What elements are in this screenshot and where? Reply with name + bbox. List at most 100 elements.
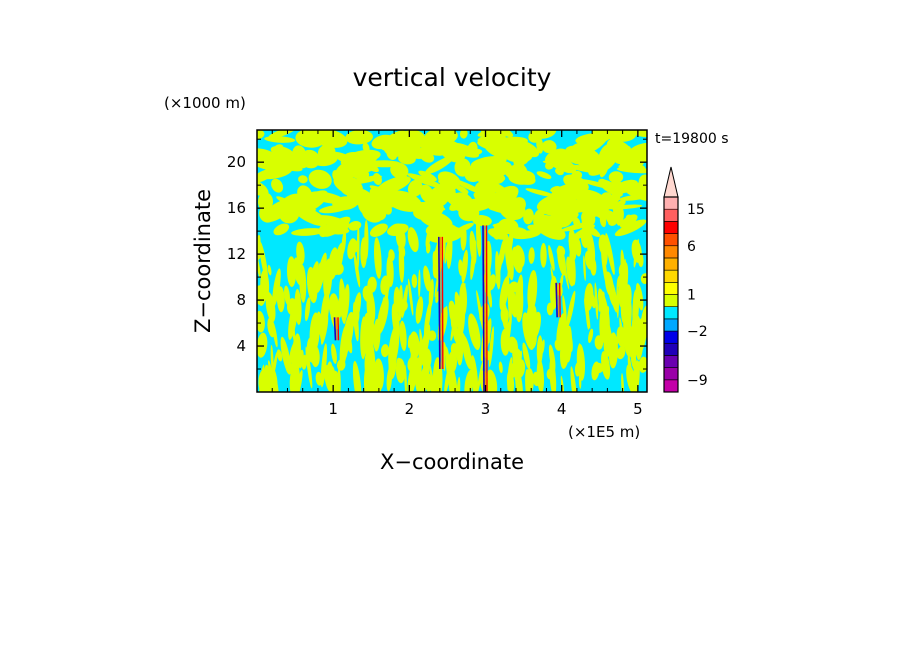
positive-patch	[329, 296, 340, 330]
colorbar-segment	[663, 282, 679, 295]
colorbar-segment	[663, 342, 679, 356]
positive-patch	[305, 346, 313, 389]
positive-patch	[316, 252, 327, 293]
positive-patch	[294, 288, 302, 325]
positive-patch	[562, 295, 567, 323]
positive-patch	[423, 265, 431, 292]
y-axis: 4 8 12 16 20	[227, 138, 647, 370]
positive-patch	[601, 351, 611, 380]
positive-patch	[619, 194, 647, 201]
positive-patch	[540, 242, 547, 268]
positive-patch	[606, 204, 643, 210]
positive-patch	[447, 365, 455, 392]
positive-patch	[536, 358, 545, 392]
updraft-peak	[485, 225, 488, 392]
positive-patch	[378, 296, 385, 326]
positive-patch	[500, 144, 533, 163]
positive-patch	[556, 245, 566, 258]
positive-patch	[541, 339, 545, 354]
positive-patch	[584, 290, 592, 310]
positive-patch	[461, 334, 472, 370]
positive-patch	[348, 175, 382, 185]
positive-patch	[635, 283, 644, 311]
positive-patch	[566, 290, 576, 329]
positive-patch	[589, 256, 597, 276]
updraft-peak	[558, 282, 561, 318]
positive-patch	[337, 222, 349, 233]
velocity-field	[257, 130, 647, 392]
positive-patch	[350, 166, 370, 180]
positive-patch	[541, 140, 557, 154]
positive-patch	[410, 340, 415, 370]
positive-patch	[549, 358, 557, 392]
x-tick-label: 4	[557, 400, 567, 418]
positive-patch	[459, 191, 468, 202]
plot-frame	[256, 129, 648, 393]
positive-patch	[625, 214, 633, 221]
positive-patch	[273, 223, 290, 236]
positive-patch	[262, 199, 295, 223]
positive-patch	[574, 175, 580, 181]
y-tick-label: 4	[236, 337, 246, 355]
positive-patch	[344, 149, 381, 165]
positive-patch	[428, 359, 436, 392]
positive-patch	[583, 255, 586, 281]
positive-patch	[588, 153, 618, 176]
positive-patch	[577, 343, 582, 373]
positive-patch	[298, 175, 308, 184]
x-tick-label: 2	[405, 400, 415, 418]
positive-patch	[291, 333, 301, 376]
positive-patch	[373, 237, 382, 279]
positive-patch	[380, 344, 390, 358]
positive-patch	[624, 258, 627, 287]
positive-patch	[640, 273, 647, 284]
positive-patch	[361, 204, 384, 223]
colorbar-segment	[663, 196, 679, 210]
positive-patch	[373, 318, 381, 352]
colorbar-segment	[663, 221, 679, 234]
positive-patch	[507, 357, 513, 391]
positive-patch	[320, 343, 328, 388]
positive-patch	[464, 164, 486, 183]
positive-patch	[365, 351, 373, 367]
positive-patch	[257, 310, 265, 333]
positive-patch	[407, 173, 443, 189]
positive-patch	[470, 355, 479, 392]
positive-patch	[424, 156, 454, 175]
positive-patch	[360, 316, 367, 360]
positive-patch	[631, 239, 642, 263]
colorbar-frame	[663, 196, 679, 393]
positive-patch	[348, 221, 362, 231]
positive-patch	[620, 279, 624, 298]
updraft-core	[482, 225, 488, 392]
positive-patch	[309, 191, 345, 205]
positive-patch	[512, 339, 519, 368]
positive-patch	[339, 278, 347, 325]
positive-patch	[551, 183, 588, 200]
positive-patch	[420, 189, 431, 199]
positive-patch	[339, 325, 349, 368]
positive-patch	[515, 368, 523, 392]
x-tick-label: 5	[633, 400, 643, 418]
positive-patch	[528, 247, 535, 264]
positive-patch	[419, 328, 426, 372]
positive-patch	[272, 268, 281, 308]
time-label: t=19800 s	[655, 131, 729, 147]
positive-patch	[589, 193, 621, 216]
positive-patch	[608, 171, 624, 184]
positive-patch	[566, 147, 601, 161]
positive-patch	[447, 350, 458, 373]
colorbar-label: 1	[687, 288, 696, 304]
positive-patch	[509, 281, 519, 293]
positive-patch	[477, 360, 484, 392]
positive-patch	[387, 223, 409, 237]
positive-patch	[604, 306, 610, 319]
x-tick-label: 1	[328, 400, 338, 418]
positive-patch	[488, 274, 496, 291]
positive-patch	[407, 179, 423, 197]
y-axis-label: Z−coordinate	[191, 189, 215, 333]
positive-patch	[555, 199, 592, 213]
y-tick-label: 8	[236, 291, 246, 309]
positive-patch	[295, 369, 303, 392]
positive-patch	[604, 130, 637, 142]
